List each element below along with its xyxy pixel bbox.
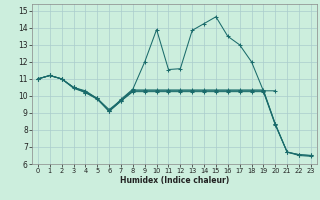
X-axis label: Humidex (Indice chaleur): Humidex (Indice chaleur) xyxy=(120,176,229,185)
